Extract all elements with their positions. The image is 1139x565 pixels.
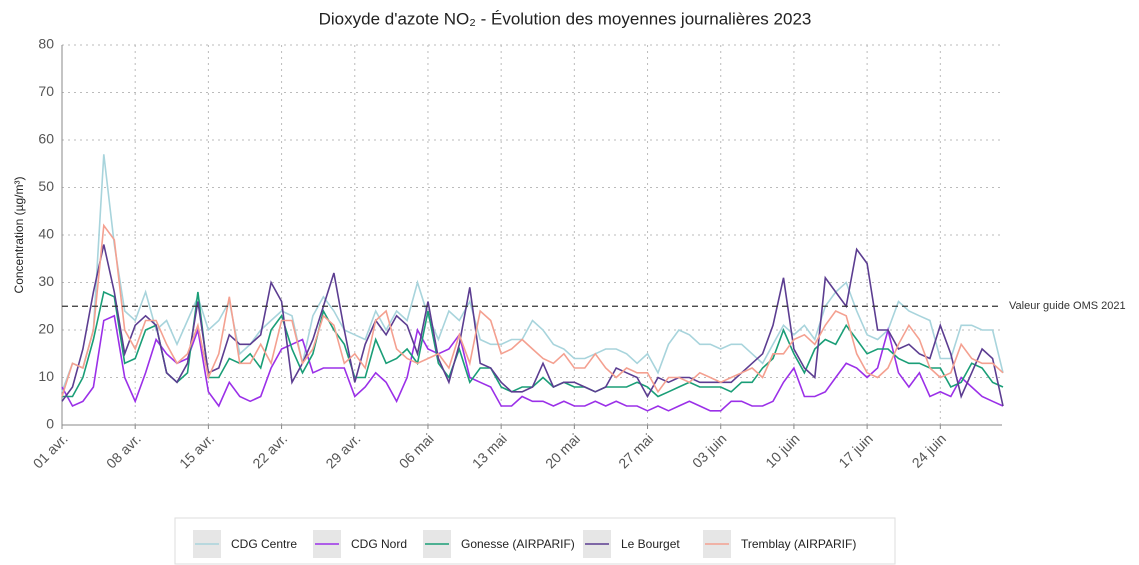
legend-label: Le Bourget: [621, 537, 680, 551]
x-tick-label: 29 avr.: [322, 430, 363, 471]
x-tick-label: 13 mai: [469, 430, 510, 471]
legend-box: [174, 517, 896, 565]
y-axis-label: Concentration (µg/m³): [12, 177, 26, 294]
reference-label: Valeur guide OMS 2021: [1009, 300, 1126, 312]
y-tick-label: 60: [38, 131, 54, 147]
y-tick-label: 80: [38, 36, 54, 52]
series-line: [61, 223, 1004, 397]
y-tick-label: 70: [38, 83, 54, 99]
x-tick-label: 06 mai: [396, 430, 437, 471]
y-tick-label: 40: [38, 226, 54, 242]
x-tick-label: 08 avr.: [103, 430, 144, 471]
legend-label: CDG Centre: [231, 537, 297, 551]
legend-label: Tremblay (AIRPARIF): [741, 537, 856, 551]
legend-label: Gonesse (AIRPARIF): [461, 537, 575, 551]
y-tick-label: 0: [46, 416, 54, 432]
series-line: [62, 290, 1004, 398]
y-tick-label: 50: [38, 178, 54, 194]
legend-label: CDG Nord: [351, 537, 407, 551]
x-tick-label: 27 mai: [615, 430, 656, 471]
chart-title: Dioxyde d'azote NO₂ - Évolution des moye…: [319, 9, 812, 28]
x-tick-label: 20 mai: [542, 430, 583, 471]
series-line: [61, 154, 1004, 393]
series-line: [61, 314, 1004, 412]
y-tick-label: 20: [38, 321, 54, 337]
x-tick-label: 22 avr.: [249, 430, 290, 471]
y-tick-label: 10: [38, 368, 54, 384]
series-line: [61, 244, 1004, 407]
y-tick-label: 30: [38, 273, 54, 289]
x-tick-label: 03 juin: [689, 430, 729, 470]
x-tick-label: 15 avr.: [176, 430, 217, 471]
x-tick-label: 01 avr.: [30, 430, 71, 471]
x-tick-label: 24 juin: [909, 430, 949, 470]
x-tick-label: 17 juin: [835, 430, 875, 470]
x-tick-label: 10 juin: [762, 430, 802, 470]
